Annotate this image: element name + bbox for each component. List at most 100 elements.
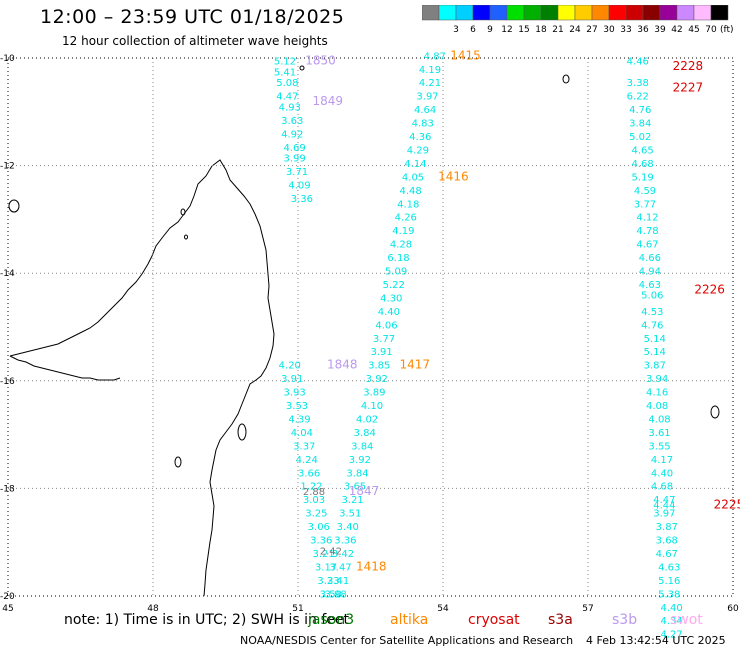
track-altika-1415-1418: 4.87 4.19 4.21 3.97 4.64 4.83 4.36 4.29 4.14 4.05… — [325, 48, 481, 600]
wave-height-label: 4.14 — [404, 159, 426, 170]
map-subtitle: 12 hour collection of altimeter wave hei… — [62, 34, 328, 48]
wave-height-label: 4.47 — [276, 92, 298, 103]
wave-height-label: 3.99 — [284, 154, 306, 165]
wave-height-label: 4.19 — [419, 65, 441, 76]
legend-tick-label: 36 — [637, 25, 649, 35]
legend-tick-label: 12 — [501, 25, 512, 35]
wave-height-label: 5.16 — [658, 576, 680, 587]
satellite-altika: altika — [390, 612, 429, 628]
lat-tick-label: -14 — [0, 269, 15, 279]
lon-tick-label: 51 — [292, 604, 303, 614]
wave-height-label: 3.87 — [644, 361, 666, 372]
wave-height-label: 4.63 — [639, 280, 661, 291]
satellite-s3b: s3b — [612, 612, 638, 628]
footer-timestamp: 4 Feb 13:42:54 UTC 2025 — [586, 634, 726, 647]
island — [174, 456, 182, 468]
pass-time-label: 2225 — [714, 498, 740, 512]
island — [184, 234, 188, 240]
wave-height-label: 4.27 — [661, 630, 683, 641]
wave-height-label: 4.40 — [651, 468, 673, 479]
map-title: 12:00 – 23:59 UTC 01/18/2025 — [40, 6, 345, 28]
wave-height-label: 5.41 — [274, 67, 296, 78]
lon-tick-label: 45 — [2, 604, 13, 614]
wave-height-label: 3.92 — [366, 374, 388, 385]
wave-height-label-low: 2.88 — [303, 487, 325, 498]
map-border — [7, 57, 734, 597]
lat-tick-label: -12 — [0, 162, 15, 172]
wave-height-label: 3.17 — [315, 562, 337, 573]
legend-tick-label: 27 — [586, 25, 597, 35]
wave-height-label: 4.67 — [636, 240, 658, 251]
wave-height-label: 3.71 — [286, 167, 308, 178]
legend-tick-label: 45 — [688, 25, 699, 35]
lon-tick-label: 54 — [437, 604, 449, 614]
wave-height-label: 3.84 — [354, 428, 376, 439]
legend-swatch — [710, 5, 729, 21]
wave-height-label: 3.40 — [337, 522, 359, 533]
wave-height-label: 3.36 — [334, 536, 356, 547]
wave-height-label: 4.40 — [661, 603, 683, 614]
wave-height-label: 3.53 — [286, 401, 308, 412]
pass-time-label: 1415 — [450, 48, 481, 62]
wave-height-label: 5.06 — [641, 291, 663, 302]
legend-tick-label: 33 — [620, 25, 631, 35]
coastline-segment — [9, 355, 121, 381]
wave-height-label: 3.21 — [313, 549, 335, 560]
wave-height-label: 3.85 — [368, 361, 390, 372]
wave-height-label: 3.51 — [339, 509, 361, 520]
lon-tick-label: 57 — [582, 604, 593, 614]
color-scale-legend: 3 6 9 12 15 18 21 24 27 30 33 36 39 42 45 70 (ft) — [422, 5, 734, 35]
wave-height-label: 3.84 — [351, 441, 373, 452]
wave-height-label: 3.87 — [656, 522, 678, 533]
wave-height-label: 4.94 — [639, 267, 661, 278]
legend-tick-label: 70 — [705, 25, 717, 35]
legend-tick-label: 42 — [671, 25, 682, 35]
wave-height-label: 3.25 — [305, 509, 327, 520]
wave-height-label: 4.53 — [641, 307, 663, 318]
wave-height-label: 3.06 — [308, 522, 330, 533]
wave-height-label: 4.69 — [284, 143, 306, 154]
wave-height-label: 3.91 — [281, 374, 303, 385]
legend-tick-label: 6 — [470, 25, 476, 35]
island — [237, 423, 247, 441]
wave-height-label: 4.28 — [390, 240, 412, 251]
altimeter-tracks: 5.125.415.084.474.933.634.924.693.993.71… — [274, 48, 740, 640]
wave-height-label: 3.97 — [653, 509, 675, 520]
wave-height-label: 4.16 — [646, 388, 668, 399]
legend-tick-label: 3 — [453, 25, 459, 35]
pass-time-label: 2226 — [694, 282, 725, 296]
wave-height-label: 3.89 — [363, 388, 385, 399]
wave-height-label: 6.18 — [387, 253, 409, 264]
legend-tick-label: 21 — [552, 25, 563, 35]
wave-height-label: 5.19 — [632, 172, 654, 183]
coastline-segment — [9, 165, 213, 357]
lat-tick-label: -18 — [0, 484, 15, 494]
wave-height-label: 4.02 — [356, 414, 378, 425]
pass-time-label: 2228 — [673, 59, 704, 73]
wave-height-label: 4.17 — [651, 455, 673, 466]
lat-tick-label: -10 — [0, 54, 15, 64]
coastline-segment — [203, 159, 275, 597]
wave-height-label: 4.87 — [424, 51, 446, 62]
wave-height-label: 3.63 — [281, 116, 303, 127]
island — [710, 405, 720, 419]
footer-credit: NOAA/NESDIS Center for Satellite Applica… — [240, 634, 574, 647]
coastline — [8, 65, 720, 597]
wave-height-label: 3.41 — [327, 576, 349, 587]
wave-height-label: 4.76 — [641, 320, 663, 331]
island — [180, 208, 186, 216]
wave-height-label: 3.36 — [310, 536, 332, 547]
wave-height-label: 3.93 — [284, 388, 306, 399]
wave-height-label: 4.10 — [361, 401, 383, 412]
wave-height-label: 4.19 — [392, 226, 414, 237]
wave-height-label: 4.26 — [395, 213, 417, 224]
legend-tick-label: 30 — [603, 25, 615, 35]
wave-height-label: 4.46 — [627, 57, 649, 68]
wave-height-label: 3.77 — [373, 334, 395, 345]
wave-height-label: 4.63 — [658, 562, 680, 573]
wave-height-label: 4.36 — [409, 132, 431, 143]
wave-height-label: 3.23 — [317, 576, 339, 587]
wave-height-label: 4.93 — [279, 102, 301, 113]
wave-height-label: 5.08 — [276, 78, 298, 89]
